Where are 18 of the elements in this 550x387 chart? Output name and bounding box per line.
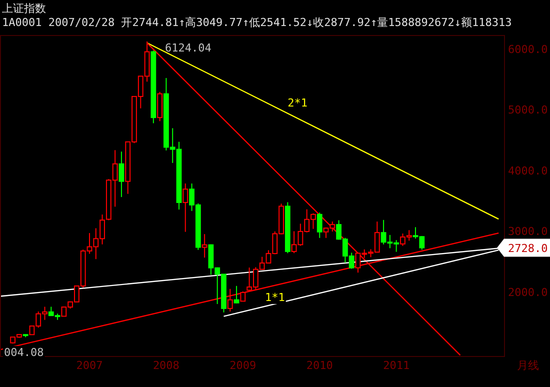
y-tick-label: 3000.0 — [508, 225, 548, 238]
chart-subtitle: 1A0001 2007/02/28 开2744.81↑高3049.77↑低2541.52↓收2877.92↑量1588892672↓额118313 — [2, 16, 512, 29]
annotation: 2728.0 — [508, 242, 548, 255]
chart-title: 上证指数 — [2, 2, 46, 15]
x-axis-title: 月线 — [517, 359, 539, 372]
annotation: 004.08 — [4, 346, 44, 359]
x-tick-label: 2011 — [383, 359, 410, 372]
y-tick-label: 4000.0 — [508, 164, 548, 178]
x-tick-label: 2008 — [152, 359, 180, 372]
x-tick-label: 2010 — [306, 359, 333, 372]
x-tick-label: 2009 — [230, 359, 256, 372]
y-tick-label: 2000.0 — [508, 286, 548, 299]
y-tick-label: 5000.0 — [508, 104, 548, 117]
x-tick-label: 2007 — [76, 359, 103, 372]
annotation: 6124.04 — [165, 41, 212, 54]
annotation: 2*1 — [288, 96, 308, 110]
y-tick-label: 6000.0 — [508, 42, 548, 56]
annotation: 1*1 — [265, 291, 285, 304]
